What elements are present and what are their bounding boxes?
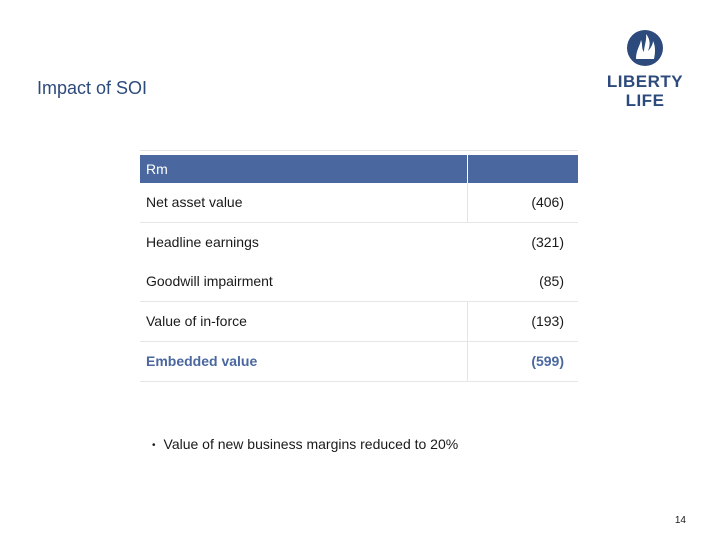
- column-divider: [467, 155, 468, 183]
- soi-impact-table: Rm Net asset value (406) Headline earnin…: [140, 150, 578, 382]
- row-label: Headline earnings: [146, 234, 259, 250]
- header-label: Rm: [146, 161, 168, 177]
- row-label: Value of in-force: [146, 313, 247, 329]
- slide-title: Impact of SOI: [37, 78, 148, 98]
- logo-text-line1: LIBERTY: [606, 72, 684, 91]
- table-row-total: Embedded value (599): [140, 342, 578, 382]
- row-value: (193): [531, 313, 564, 329]
- row-value: (321): [531, 234, 564, 250]
- row-value: (599): [531, 353, 564, 369]
- bullet-icon: •: [152, 439, 156, 451]
- row-value: (85): [539, 273, 564, 289]
- page-number: 14: [674, 515, 686, 526]
- bullet-note: • Value of new business margins reduced t…: [152, 436, 458, 452]
- table-header-row: Rm: [140, 155, 578, 183]
- column-divider: [467, 342, 468, 381]
- bullet-text: Value of new business margins reduced to…: [163, 436, 459, 452]
- table-row: Value of in-force (193): [140, 302, 578, 342]
- row-label: Goodwill impairment: [146, 273, 273, 289]
- column-divider: [467, 302, 468, 341]
- row-label: Net asset value: [146, 194, 243, 210]
- row-label: Embedded value: [146, 353, 258, 369]
- row-value: (406): [531, 194, 564, 210]
- table-row: Goodwill impairment (85): [140, 262, 578, 302]
- column-divider: [467, 183, 468, 222]
- logo-text-line2: LIFE: [625, 91, 665, 110]
- table-row: Headline earnings (321): [140, 223, 578, 262]
- liberty-life-logo: LIBERTY LIFE: [600, 28, 690, 113]
- flame-emblem-icon: [627, 30, 663, 66]
- table-row: Net asset value (406): [140, 183, 578, 223]
